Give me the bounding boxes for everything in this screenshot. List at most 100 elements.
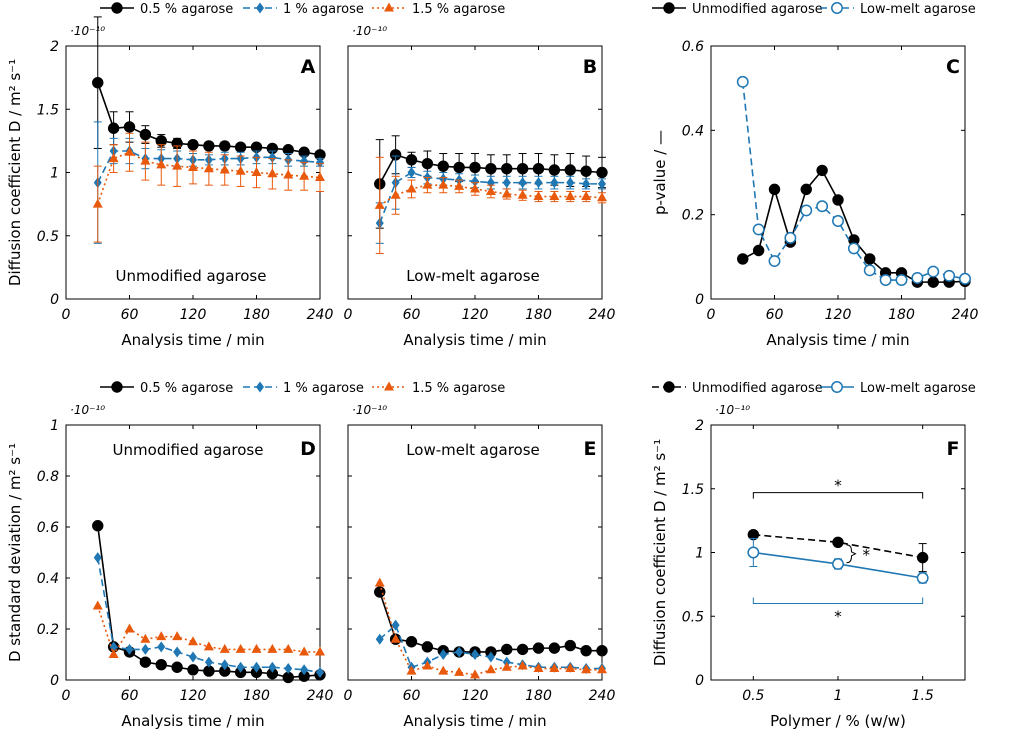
- data-point: [564, 639, 576, 652]
- series-line: [96, 151, 321, 205]
- x-tick-label: 60: [403, 688, 421, 704]
- data-point: [315, 172, 325, 182]
- axis-scale-label: ·10⁻¹⁰: [352, 403, 387, 417]
- series-0-5-agarose: [374, 135, 608, 229]
- legend-marker: [384, 381, 394, 391]
- data-point: [800, 183, 812, 196]
- legend-item-0-5-agarose: 0.5 % agarose: [100, 2, 233, 17]
- data-point: [863, 264, 876, 277]
- panel-label: C: [946, 56, 960, 78]
- y-tick-label: 0.5: [37, 229, 59, 245]
- data-point: [438, 179, 449, 189]
- data-point: [187, 664, 199, 676]
- data-point: [283, 169, 294, 179]
- significance-marker: *: [834, 477, 842, 495]
- data-point: [832, 558, 844, 570]
- data-point: [300, 155, 309, 167]
- data-point: [421, 641, 434, 653]
- data-point: [125, 643, 134, 655]
- data-point: [405, 154, 418, 166]
- data-point: [391, 619, 400, 631]
- data-point: [470, 183, 480, 193]
- data-point: [299, 646, 310, 656]
- panel-c: 0 60 120 180 240 0 0.2 0.4 0.6 Analysis time / mi…: [651, 39, 978, 349]
- data-point: [548, 164, 561, 176]
- data-point: [139, 128, 152, 141]
- legend-label: Unmodified agarose: [692, 381, 823, 396]
- data-point: [220, 659, 229, 671]
- data-point: [501, 163, 513, 175]
- data-point: [375, 633, 384, 645]
- x-tick-label: 240: [952, 307, 979, 323]
- x-tick-label: 0: [344, 688, 353, 704]
- data-point: [172, 631, 183, 641]
- data-point: [203, 163, 214, 173]
- legend-item-low-melt: Low-melt agarose: [820, 381, 976, 396]
- legend-marker: [256, 381, 264, 393]
- legend-label: 1 % agarose: [283, 381, 364, 396]
- data-point: [219, 643, 230, 653]
- x-tick-label: 0.5: [742, 688, 764, 704]
- data-point: [502, 177, 511, 189]
- data-point: [532, 642, 545, 654]
- x-tick-label: 120: [825, 307, 852, 323]
- data-point: [123, 121, 136, 133]
- data-point: [156, 159, 167, 169]
- data-point: [267, 643, 278, 653]
- legend-item-1-agarose: 1 % agarose: [243, 381, 364, 396]
- data-point: [268, 661, 277, 673]
- data-point: [582, 178, 591, 190]
- panel-a: 0 60 120 180 240 0 0.5 1 1.5 2 ·10⁻¹⁰ Analysis time…: [6, 16, 334, 349]
- data-point: [534, 177, 543, 189]
- data-point: [203, 140, 215, 152]
- x-tick-label: 240: [307, 307, 334, 323]
- legend-label: 1.5 % agarose: [412, 2, 505, 17]
- panel-label: F: [947, 438, 960, 460]
- x-axis-label: Polymer / % (w/w): [770, 712, 906, 730]
- y-tick-label: 0: [50, 673, 59, 689]
- panel-label: E: [584, 438, 597, 460]
- y-tick-label: 0.5: [682, 609, 704, 625]
- data-point: [251, 167, 262, 176]
- data-point: [236, 661, 245, 673]
- data-point: [374, 577, 385, 587]
- legend-item-0-5-agarose: 0.5 % agarose: [100, 381, 233, 396]
- data-point: [533, 191, 544, 201]
- data-point: [439, 649, 448, 660]
- data-point: [92, 198, 103, 208]
- data-point: [485, 185, 496, 195]
- data-point: [124, 623, 135, 633]
- data-point: [235, 165, 246, 175]
- x-tick-label: 60: [121, 688, 139, 704]
- data-point: [390, 633, 401, 643]
- data-point: [173, 646, 182, 658]
- data-point: [832, 194, 844, 206]
- data-point: [549, 191, 560, 201]
- series-1-5-agarose: [92, 600, 325, 658]
- x-tick-label: 1.5: [912, 688, 934, 704]
- panel-b: 0 60 120 180 240 ·10⁻¹⁰ Analysis time / min B Lo…: [344, 24, 616, 349]
- data-point: [93, 552, 102, 564]
- series-line: [753, 533, 923, 559]
- data-point: [92, 76, 104, 89]
- data-point: [140, 633, 151, 643]
- axis-scale-label: ·10⁻¹⁰: [715, 403, 750, 417]
- panel-label: A: [301, 56, 316, 78]
- data-point: [501, 188, 512, 198]
- data-point: [565, 663, 576, 673]
- y-tick-label: 0.8: [37, 469, 59, 485]
- data-point: [92, 520, 104, 532]
- data-point: [516, 163, 529, 175]
- x-tick-label: 0: [62, 688, 71, 704]
- data-point: [455, 646, 464, 658]
- data-point: [596, 166, 608, 179]
- data-point: [453, 161, 465, 174]
- x-tick-label: 60: [766, 307, 784, 323]
- series-1-5-agarose: [374, 577, 607, 679]
- plot-frame: [347, 424, 603, 681]
- y-tick-label: 2: [695, 418, 704, 434]
- data-point: [832, 215, 844, 227]
- data-point: [517, 660, 528, 670]
- data-point: [596, 644, 608, 657]
